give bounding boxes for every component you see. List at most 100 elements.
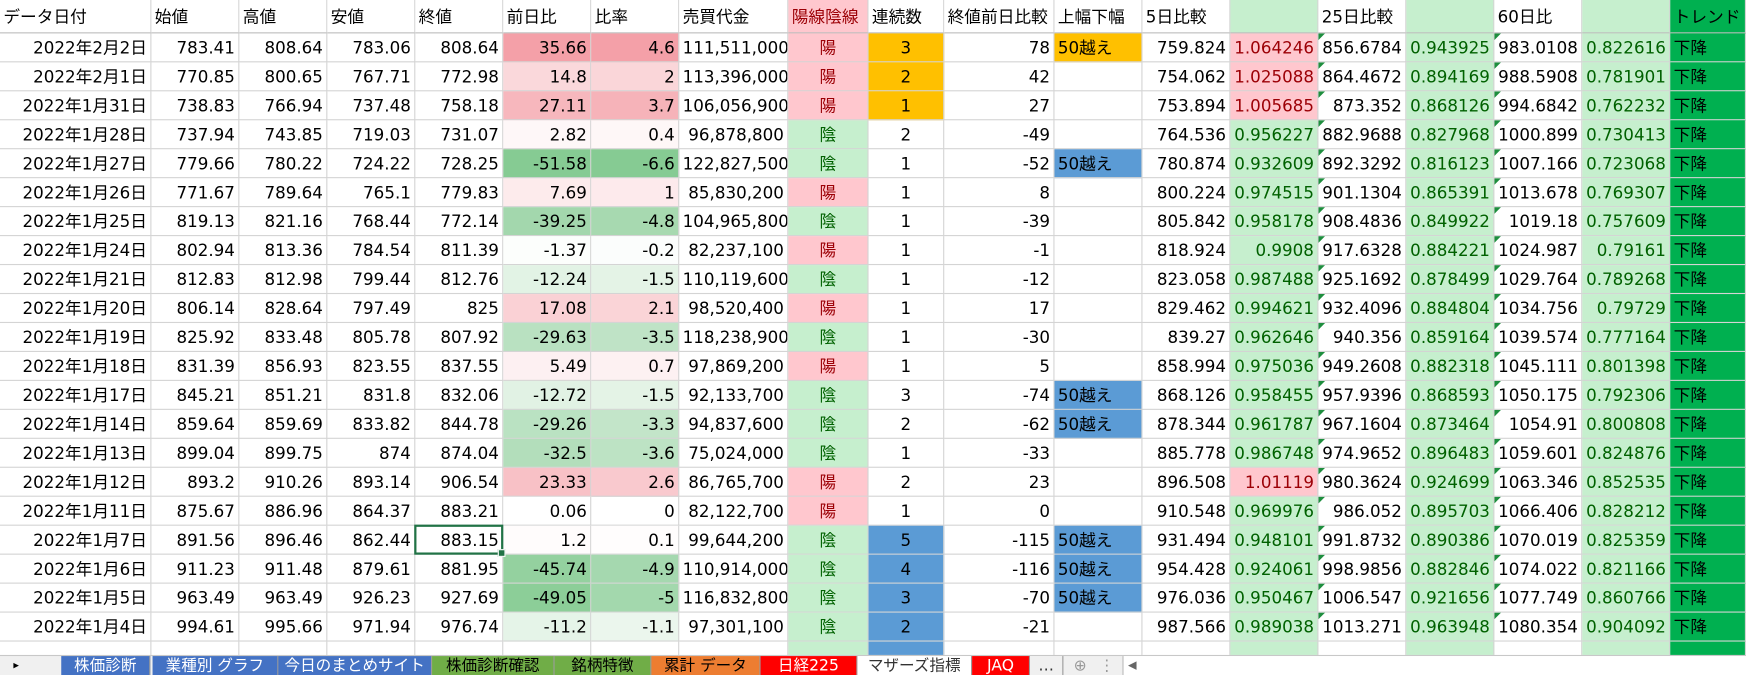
header-cell: 安値 [327, 0, 416, 34]
cell: -115 [944, 525, 1055, 555]
cell: 2022年1月12日 [0, 467, 152, 497]
cell: 892.3292 [1318, 149, 1407, 179]
cell: -49 [944, 120, 1055, 150]
error-indicator [1318, 525, 1326, 533]
sheet-tab[interactable]: 今日のまとめサイト [278, 656, 433, 675]
cell: 82,237,100 [679, 236, 789, 266]
cell: 122,827,500 [679, 149, 789, 179]
cell: 4.6 [591, 33, 680, 63]
error-indicator [1494, 149, 1502, 156]
cell: 1007.166 [1494, 149, 1583, 179]
cell: 738.83 [151, 91, 240, 121]
error-indicator [1318, 496, 1326, 504]
cell: 893.2 [151, 467, 240, 497]
cell: 856.6784 [1318, 33, 1407, 63]
sheet-tab[interactable]: 株価診断確認 [432, 656, 555, 675]
cell: 0.827968 [1406, 120, 1495, 150]
cell: 50越え [1054, 149, 1143, 179]
error-indicator [1494, 265, 1502, 272]
cell: 833.82 [327, 409, 416, 439]
cell [1054, 294, 1143, 324]
cell: 42 [944, 62, 1055, 92]
cell: 27 [944, 91, 1055, 121]
cell: 陰 [788, 583, 869, 613]
cell: 0.816123 [1406, 149, 1495, 179]
cell: 0.723068 [1582, 149, 1671, 179]
cell: 0.884804 [1406, 294, 1495, 324]
cell: -74 [944, 380, 1055, 410]
cell: 2022年1月11日 [0, 496, 152, 526]
cell: -1.5 [591, 380, 680, 410]
cell: 0.7 [591, 351, 680, 381]
sheet-tab[interactable]: 銘柄特徴 [554, 656, 652, 675]
cell: 0.4 [591, 120, 680, 150]
cell: 910.548 [1142, 496, 1231, 526]
cell: 813.36 [239, 236, 328, 266]
error-indicator [1318, 91, 1326, 99]
cell: 下降 [1670, 351, 1746, 381]
cell: 2022年2月2日 [0, 33, 152, 63]
cell: 2022年1月31日 [0, 91, 152, 121]
cell: 0.9908 [1230, 236, 1319, 266]
cell: 881.95 [415, 554, 504, 584]
cell: 779.83 [415, 178, 504, 208]
cell: 986.052 [1318, 496, 1407, 526]
cell: 1.025088 [1230, 62, 1319, 92]
cell: 1 [868, 351, 945, 381]
cell: 808.64 [239, 33, 328, 63]
header-cell [1582, 0, 1671, 34]
cell: 2022年1月5日 [0, 583, 152, 613]
sheet-tab[interactable]: JAQ [972, 656, 1031, 675]
cell: 1080.354 [1494, 612, 1583, 642]
cell: 719.03 [327, 120, 416, 150]
cell: -12 [944, 265, 1055, 295]
cell: 下降 [1670, 294, 1746, 324]
add-sheet-button[interactable]: ⊕ [1073, 657, 1087, 675]
cell: 2.1 [591, 294, 680, 324]
cell: 806.14 [151, 294, 240, 324]
cell: 1 [868, 438, 945, 468]
horizontal-scrollbar[interactable]: ◀ [1122, 656, 1746, 675]
cell: 0.800808 [1582, 409, 1671, 439]
cell: 780.874 [1142, 149, 1231, 179]
sheet-tab[interactable]: 累計 データ [651, 656, 761, 675]
cell: -12.24 [503, 265, 592, 295]
cell: 770.85 [151, 62, 240, 92]
cell: 0.986748 [1230, 438, 1319, 468]
cell: 994.61 [151, 612, 240, 642]
cell: -0.2 [591, 236, 680, 266]
cell: 963.49 [239, 583, 328, 613]
cell: -1.37 [503, 236, 592, 266]
sheet-tab[interactable]: 業種別 グラフ [152, 656, 279, 675]
cell: 1 [868, 207, 945, 237]
sheet-tab[interactable]: 株価診断 [61, 656, 151, 675]
cell: 0.852535 [1582, 467, 1671, 497]
sheet-tab[interactable]: 日経225 [760, 656, 858, 675]
cell: -12.72 [503, 380, 592, 410]
cell: 104,965,800 [679, 207, 789, 237]
cell: 891.56 [151, 525, 240, 555]
tab-scroll-button[interactable]: ▸ [13, 659, 19, 672]
cell: 737.48 [327, 91, 416, 121]
cell: 0.777164 [1582, 323, 1671, 352]
sheet-tab[interactable]: マザーズ指標 [857, 656, 973, 675]
cell: 23 [944, 467, 1055, 497]
cell: 883.15 [415, 525, 504, 555]
cell: 陰 [788, 323, 869, 352]
cell: 949.2608 [1318, 351, 1407, 381]
splitter[interactable]: ⋮ [1099, 657, 1115, 675]
cell: 陰 [788, 612, 869, 642]
cell: 1070.019 [1494, 525, 1583, 555]
cell: 1006.547 [1318, 583, 1407, 613]
cell: 833.48 [239, 323, 328, 352]
error-indicator [1494, 409, 1502, 417]
error-indicator [1318, 409, 1326, 417]
cell: -11.2 [503, 612, 592, 642]
cell: 940.356 [1318, 323, 1407, 352]
cell: 14.8 [503, 62, 592, 92]
cell: 23.33 [503, 467, 592, 497]
cell: 811.39 [415, 236, 504, 266]
sheet-tab[interactable]: … [1030, 656, 1064, 675]
cell: 1059.601 [1494, 438, 1583, 468]
cell: 陽 [788, 33, 869, 63]
